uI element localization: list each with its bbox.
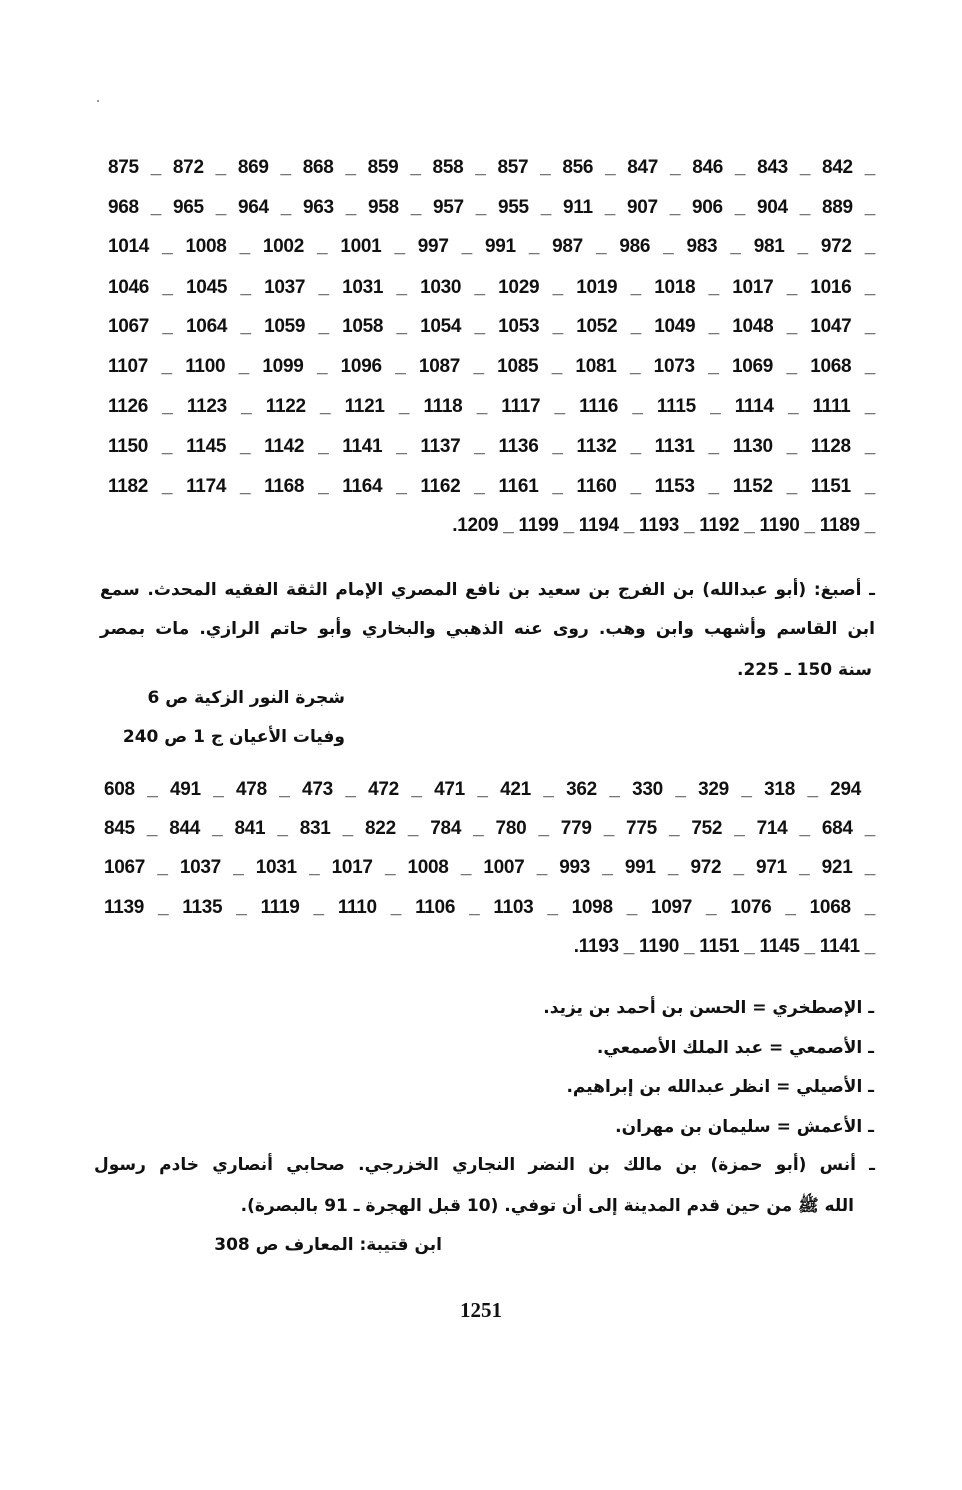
page-refs-line: 608 _ 491 _ 478 _ 473 _ 472 _ 471 _ 421 … xyxy=(104,779,861,800)
page-refs-line: 1107 _ 1100 _ 1099 _ 1096 _ 1087 _ 1085 … xyxy=(108,356,875,377)
page-refs-line: .1193 _ 1190 _ 1151 _ 1145 _ 1141 _ xyxy=(573,936,876,957)
page-refs-line: 1126 _ 1123 _ 1122 _ 1121 _ 1118 _ 1117 … xyxy=(108,396,875,417)
page-refs-line: 1139 _ 1135 _ 1119 _ 1110 _ 1106 _ 1103 … xyxy=(104,897,875,918)
page-refs-line: 845 _ 844 _ 841 _ 831 _ 822 _ 784 _ 780 … xyxy=(104,818,875,839)
page-refs-line: 968 _ 965 _ 964 _ 963 _ 958 _ 957 _ 955 … xyxy=(108,197,875,218)
entry-text-line: الله ﷺ من حين قدم المدينة إلى أن توفي. (… xyxy=(240,1196,854,1216)
page-refs-line: 1150 _ 1145 _ 1142 _ 1141 _ 1137 _ 1136 … xyxy=(108,436,875,457)
page-number: 1251 xyxy=(460,1298,502,1322)
cross-ref-istakhri: ـ الإصطخري = الحسن بن أحمد بن يزيد. xyxy=(543,998,874,1018)
cross-ref-asmai: ـ الأصمعي = عبد الملك الأصمعي. xyxy=(596,1038,874,1058)
page-refs-line: 1067 _ 1064 _ 1059 _ 1058 _ 1054 _ 1053 … xyxy=(108,316,875,337)
page-refs-line: 1046 _ 1045 _ 1037 _ 1031 _ 1030 _ 1029 … xyxy=(108,277,875,298)
cross-ref-asili: ـ الأصيلي = انظر عبدالله بن إبراهيم. xyxy=(566,1077,874,1097)
source-reference: ابن قتيبة: المعارف ص 308 xyxy=(214,1235,442,1255)
source-reference: وفيات الأعيان ج 1 ص 240 xyxy=(122,727,345,747)
page-refs-line: .1209 _ 1199 _ 1194 _ 1193 _ 1192 _ 1190… xyxy=(452,515,875,536)
page-refs-line: 1067 _ 1037 _ 1031 _ 1017 _ 1008 _ 1007 … xyxy=(104,857,875,878)
cross-ref-amash: ـ الأعمش = سليمان بن مهران. xyxy=(615,1117,874,1137)
entry-text-line: ابن القاسم وأشهب وابن وهب. روى عنه الذهب… xyxy=(100,619,875,639)
page-refs-line: 875 _ 872 _ 869 _ 868 _ 859 _ 858 _ 857 … xyxy=(108,157,875,178)
page-refs-line: 1182 _ 1174 _ 1168 _ 1164 _ 1162 _ 1161 … xyxy=(108,476,875,497)
source-reference: شجرة النور الزكية ص 6 xyxy=(147,688,345,708)
entry-text-line: ـ أصبغ: (أبو عبدالله) بن الفرج بن سعيد ب… xyxy=(100,580,875,600)
entry-text-line: ـ أنس (أبو حمزة) بن مالك بن النضر النجار… xyxy=(94,1155,875,1175)
scan-speck xyxy=(97,100,99,102)
entry-text-line: سنة 150 ـ 225. xyxy=(736,660,872,680)
page-refs-line: 1014 _ 1008 _ 1002 _ 1001 _ 997 _ 991 _ … xyxy=(108,236,875,257)
